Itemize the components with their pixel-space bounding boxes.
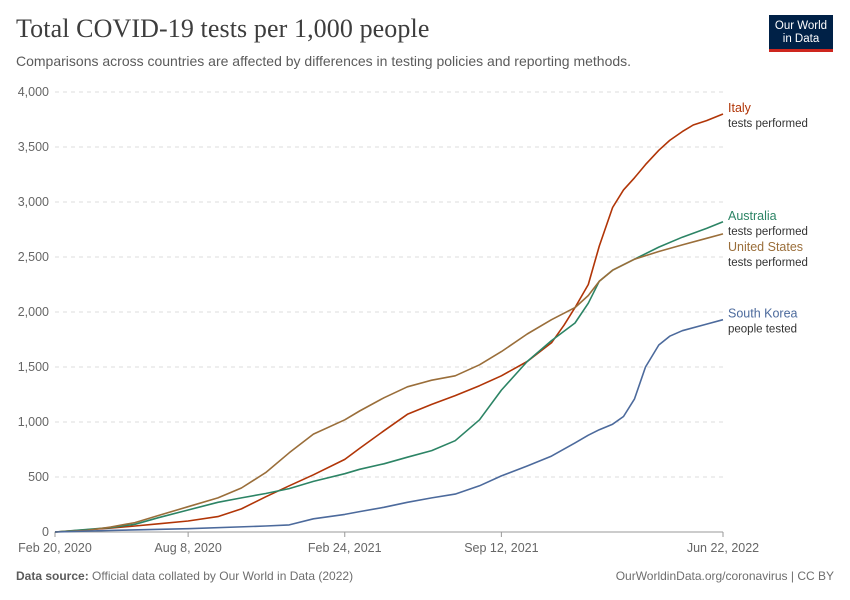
owid-logo[interactable]: Our World in Data	[769, 15, 833, 52]
y-tick-label: 3,000	[18, 195, 49, 209]
x-tick-label: Jun 22, 2022	[687, 541, 759, 555]
data-source-text: Official data collated by Our World in D…	[92, 569, 354, 583]
x-axis: Feb 20, 2020 Aug 8, 2020 Feb 24, 2021 Sep 1…	[18, 531, 759, 555]
y-tick-label: 1,500	[18, 360, 49, 374]
y-tick-label: 500	[28, 470, 49, 484]
x-tick-label: Sep 12, 2021	[464, 541, 538, 555]
gridlines	[55, 91, 723, 478]
data-source: Data source: Official data collated by O…	[16, 569, 353, 583]
series-line-italy	[54, 113, 724, 533]
series-sublabel-south-korea: people tested	[728, 324, 797, 336]
x-tick-label: Feb 24, 2021	[308, 541, 382, 555]
series-label-united-states: United States	[728, 240, 803, 254]
source-link[interactable]: OurWorldinData.org/coronavirus | CC BY	[615, 569, 834, 583]
y-tick-label: 4,000	[18, 85, 49, 99]
y-tick-label: 2,500	[18, 250, 49, 264]
x-tick-label: Aug 8, 2020	[154, 541, 221, 555]
series-sublabel-italy: tests performed	[728, 118, 808, 130]
series-label-south-korea: South Korea	[728, 307, 798, 321]
series-labels: Italy tests performed Australia tests perfo…	[728, 101, 808, 336]
series-sublabel-australia: tests performed	[728, 226, 808, 238]
series-line-united-states	[54, 233, 724, 533]
series-line-australia	[54, 221, 724, 533]
logo-line-1: Our World	[774, 20, 828, 32]
y-axis-ticks: 0 500 1,000 1,500 2,000 2,500 3,000 3,500 4,000	[18, 85, 49, 539]
chart-subtitle: Comparisons across countries are affecte…	[16, 53, 632, 69]
y-tick-label: 1,000	[18, 415, 49, 429]
series-label-australia: Australia	[728, 209, 777, 223]
y-tick-label: 0	[42, 525, 49, 539]
y-tick-label: 2,000	[18, 305, 49, 319]
y-tick-label: 3,500	[18, 140, 49, 154]
series-lines	[54, 113, 724, 533]
series-line-south-korea	[54, 318, 724, 533]
data-source-label: Data source:	[16, 569, 89, 583]
series-label-italy: Italy	[728, 101, 752, 115]
chart-title: Total COVID-19 tests per 1,000 people	[16, 14, 430, 43]
x-tick-label: Feb 20, 2020	[18, 541, 92, 555]
logo-line-2: in Data	[782, 33, 820, 45]
series-sublabel-united-states: tests performed	[728, 257, 808, 269]
